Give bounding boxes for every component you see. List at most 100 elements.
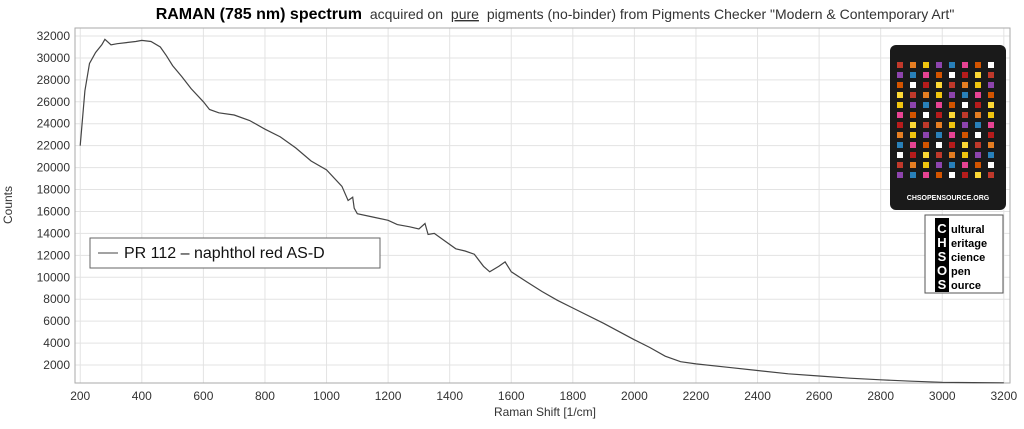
swatch xyxy=(897,142,903,148)
y-tick-label: 22000 xyxy=(37,139,71,153)
y-tick-label: 2000 xyxy=(43,358,70,372)
swatch xyxy=(949,132,955,138)
swatch xyxy=(923,102,929,108)
swatch xyxy=(975,102,981,108)
swatch xyxy=(923,142,929,148)
swatch xyxy=(897,152,903,158)
swatch xyxy=(910,152,916,158)
logo-word: eritage xyxy=(951,238,987,250)
title-part: acquired on xyxy=(370,6,443,22)
x-tick-label: 2800 xyxy=(867,389,894,403)
swatch xyxy=(936,72,942,78)
swatch xyxy=(936,152,942,158)
swatch xyxy=(975,122,981,128)
x-tick-label: 2400 xyxy=(744,389,771,403)
y-tick-label: 24000 xyxy=(37,117,71,131)
swatch xyxy=(897,72,903,78)
swatch xyxy=(949,92,955,98)
swatch xyxy=(910,62,916,68)
swatch xyxy=(962,172,968,178)
y-tick-label: 18000 xyxy=(37,183,71,197)
swatch xyxy=(936,92,942,98)
swatch xyxy=(962,162,968,168)
swatch xyxy=(936,122,942,128)
x-axis-label: Raman Shift [1/cm] xyxy=(494,405,596,419)
swatch xyxy=(988,132,994,138)
x-tick-label: 2200 xyxy=(683,389,710,403)
legend-label: PR 112 – naphthol red AS-D xyxy=(124,245,325,262)
swatch xyxy=(936,62,942,68)
swatch xyxy=(949,102,955,108)
swatch xyxy=(962,92,968,98)
swatch xyxy=(949,122,955,128)
swatch xyxy=(975,72,981,78)
swatch xyxy=(897,102,903,108)
swatch xyxy=(988,62,994,68)
swatch xyxy=(975,172,981,178)
swatch xyxy=(897,132,903,138)
y-tick-label: 30000 xyxy=(37,51,71,65)
swatch xyxy=(988,92,994,98)
x-tick-label: 800 xyxy=(255,389,275,403)
logo-letter: O xyxy=(937,263,947,278)
swatch xyxy=(910,112,916,118)
legend: PR 112 – naphthol red AS-D xyxy=(89,237,381,269)
x-tick-label: 2000 xyxy=(621,389,648,403)
swatch xyxy=(923,112,929,118)
swatch xyxy=(988,172,994,178)
swatch xyxy=(910,102,916,108)
x-tick-label: 600 xyxy=(193,389,213,403)
swatch xyxy=(988,102,994,108)
swatch xyxy=(962,112,968,118)
title-part: pigments (no-binder) from Pigments Check… xyxy=(487,6,954,22)
logo-word: ource xyxy=(951,280,981,292)
swatch xyxy=(988,122,994,128)
swatch xyxy=(923,122,929,128)
swatch xyxy=(949,112,955,118)
chart-title: RAMAN (785 nm) spectrum acquired on pure… xyxy=(156,6,955,23)
swatch xyxy=(897,92,903,98)
swatch xyxy=(988,152,994,158)
x-tick-label: 1200 xyxy=(375,389,402,403)
plot-frame xyxy=(74,27,1011,384)
swatch xyxy=(897,172,903,178)
x-tick-label: 1000 xyxy=(313,389,340,403)
grid xyxy=(75,28,1010,383)
swatch xyxy=(936,162,942,168)
swatch xyxy=(936,142,942,148)
swatch xyxy=(923,92,929,98)
swatch xyxy=(910,142,916,148)
swatch xyxy=(936,82,942,88)
y-tick-label: 4000 xyxy=(43,336,70,350)
swatch xyxy=(910,122,916,128)
swatch xyxy=(923,62,929,68)
swatch xyxy=(988,72,994,78)
swatch xyxy=(936,102,942,108)
card-swatches xyxy=(897,62,994,178)
x-tick-label: 3200 xyxy=(990,389,1017,403)
swatch xyxy=(897,82,903,88)
swatch xyxy=(923,172,929,178)
x-tick-label: 2600 xyxy=(806,389,833,403)
y-tick-label: 32000 xyxy=(37,29,71,43)
swatch xyxy=(988,112,994,118)
swatch xyxy=(962,122,968,128)
swatch xyxy=(936,172,942,178)
swatch xyxy=(936,132,942,138)
logo-letter: S xyxy=(938,277,947,292)
swatch xyxy=(923,132,929,138)
swatch xyxy=(949,62,955,68)
swatch xyxy=(910,132,916,138)
logo-word: pen xyxy=(951,266,971,278)
swatch xyxy=(897,112,903,118)
swatch xyxy=(923,82,929,88)
swatch xyxy=(910,82,916,88)
swatch xyxy=(988,142,994,148)
y-tick-label: 14000 xyxy=(37,226,71,240)
x-tick-label: 3000 xyxy=(929,389,956,403)
logo-letter: C xyxy=(937,221,947,236)
swatch xyxy=(975,132,981,138)
swatch xyxy=(923,72,929,78)
y-tick-label: 28000 xyxy=(37,73,71,87)
x-tick-label: 400 xyxy=(132,389,152,403)
